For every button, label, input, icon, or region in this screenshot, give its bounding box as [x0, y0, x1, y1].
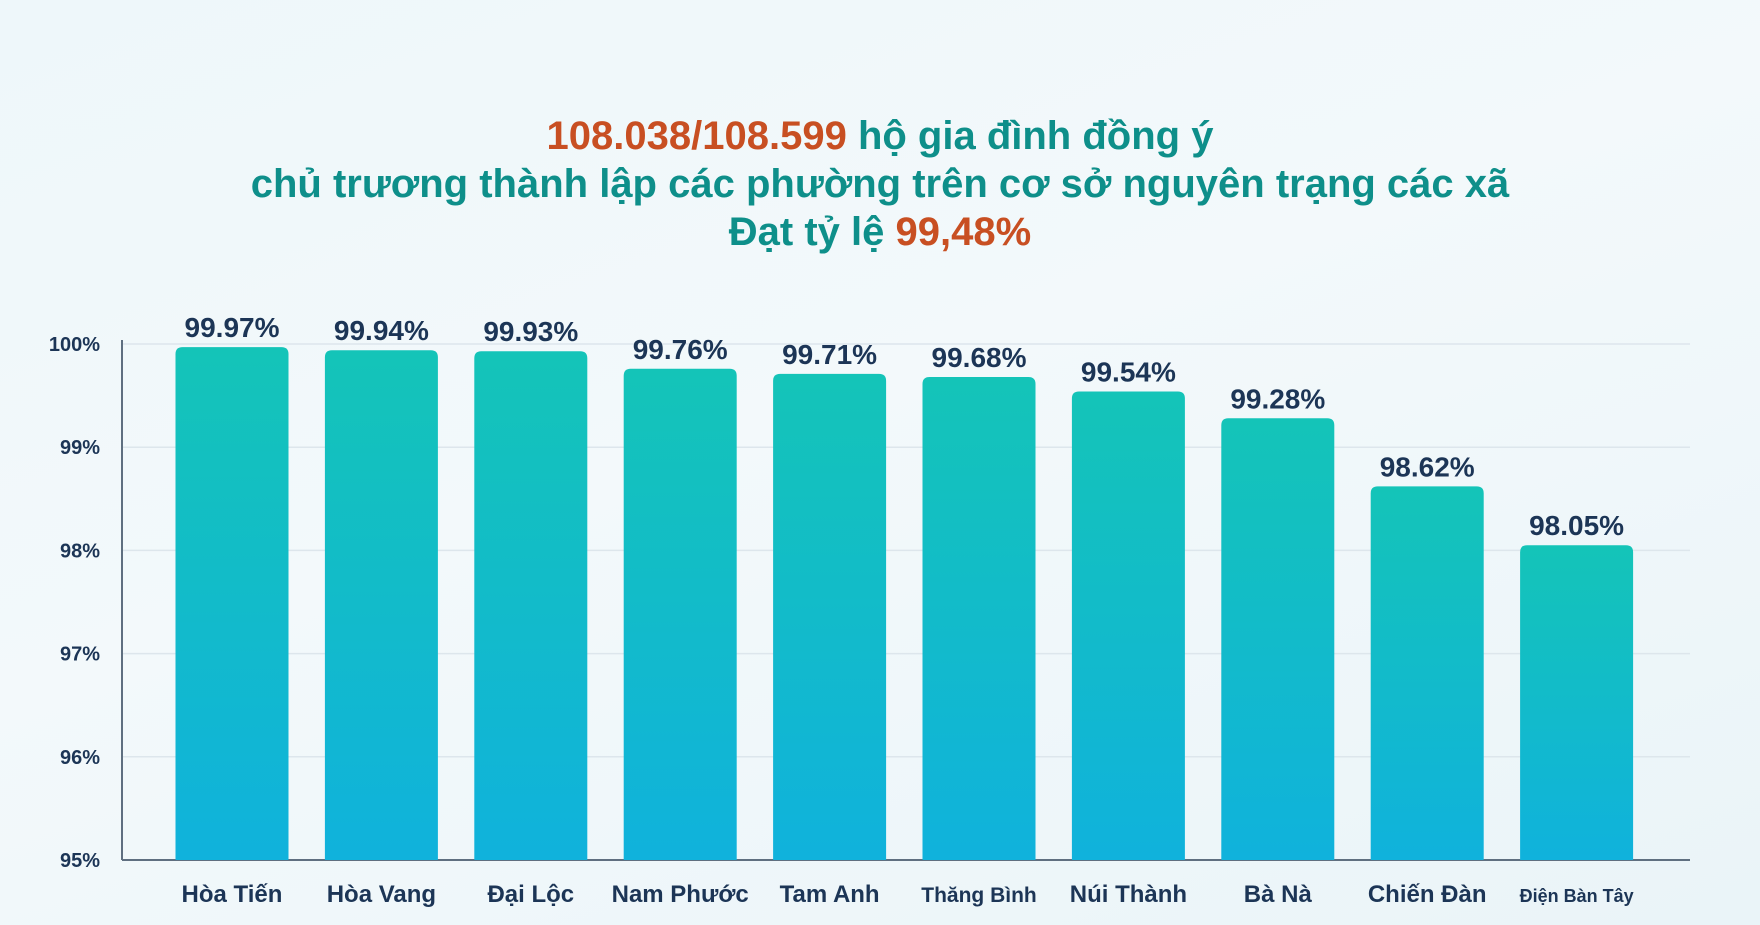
x-tick-label: Hòa Vang — [327, 881, 436, 908]
title-line-3: Đạt tỷ lệ 99,48% — [0, 208, 1760, 256]
y-tick-label: 96% — [60, 747, 100, 769]
title-line-2: chủ trương thành lập các phường trên cơ … — [250, 162, 1510, 206]
bar — [175, 347, 289, 860]
bar — [922, 377, 1036, 860]
x-tick-label: Tam Anh — [780, 881, 880, 908]
chart-title: 108.038/108.599 hộ gia đình đồng ý chủ t… — [0, 112, 1760, 256]
title-line-3-text: Đạt tỷ lệ — [728, 210, 896, 254]
data-label: 99.94% — [334, 315, 429, 346]
household-count: 108.038/108.599 — [546, 114, 847, 158]
data-label: 99.97% — [185, 312, 280, 343]
title-line-1: 108.038/108.599 hộ gia đình đồng ý — [0, 112, 1760, 160]
x-tick-label: Núi Thành — [1070, 881, 1187, 908]
bar — [324, 350, 438, 860]
bar — [623, 368, 737, 860]
x-tick-label: Đại Lộc — [487, 881, 574, 908]
labels: 95% 96% 97% 98% 99% 100% 99.97% Hòa Tiến 99.94% H… — [49, 312, 1634, 908]
bar — [1071, 391, 1185, 860]
data-label: 99.28% — [1230, 383, 1325, 414]
x-tick-label: Nam Phước — [612, 881, 749, 908]
bar — [1370, 486, 1484, 860]
data-label: 99.93% — [483, 316, 578, 347]
bar — [773, 373, 887, 860]
y-tick-label: 95% — [60, 850, 100, 872]
data-label: 99.68% — [932, 342, 1027, 373]
bar — [1221, 418, 1335, 860]
data-label: 98.62% — [1380, 451, 1475, 482]
bar — [1520, 545, 1634, 860]
bars — [175, 347, 1634, 860]
data-label: 99.71% — [782, 339, 877, 370]
y-tick-label: 98% — [60, 540, 100, 562]
overall-rate: 99,48% — [895, 210, 1032, 254]
y-tick-label: 100% — [49, 334, 100, 356]
x-tick-label: Thăng Bình — [921, 884, 1036, 907]
x-tick-label: Hòa Tiến — [182, 881, 283, 908]
bar — [474, 351, 588, 860]
x-tick-label: Bà Nà — [1244, 881, 1313, 908]
x-tick-label: Điện Bàn Tây — [1520, 886, 1634, 906]
title-line-1-text: hộ gia đình đồng ý — [846, 114, 1214, 158]
data-label: 98.05% — [1529, 510, 1624, 541]
data-label: 99.76% — [633, 334, 728, 365]
y-tick-label: 97% — [60, 644, 100, 666]
x-tick-label: Chiến Đàn — [1368, 881, 1487, 908]
data-label: 99.54% — [1081, 356, 1176, 387]
y-tick-label: 99% — [60, 437, 100, 459]
